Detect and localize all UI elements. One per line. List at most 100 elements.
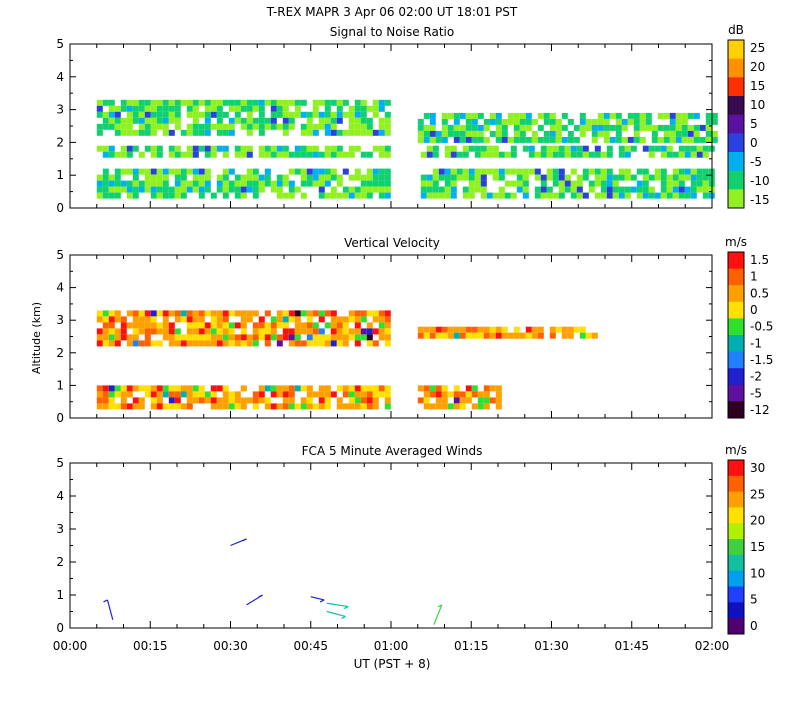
heatmap-cell: [108, 105, 115, 112]
colorbar-label: -1: [750, 336, 762, 350]
heatmap-cell: [240, 328, 247, 335]
heatmap-cell: [270, 385, 277, 392]
y-tick-label: 0: [56, 411, 64, 425]
heatmap-cell: [384, 123, 391, 130]
heatmap-cell: [162, 322, 169, 329]
heatmap-cell: [282, 328, 289, 335]
heatmap-cell: [384, 340, 391, 347]
heatmap-cell: [603, 118, 610, 125]
heatmap-cell: [681, 112, 688, 119]
heatmap-cell: [426, 186, 433, 193]
heatmap-cell: [459, 124, 466, 131]
heatmap-cell: [246, 316, 253, 323]
heatmap-cell: [603, 130, 610, 137]
heatmap-cell: [489, 397, 496, 404]
heatmap-cell: [258, 123, 265, 130]
heatmap-cell: [360, 105, 367, 112]
heatmap-cell: [156, 391, 163, 398]
heatmap-cell: [456, 174, 463, 181]
heatmap-cell: [642, 180, 649, 187]
heatmap-cell: [480, 145, 487, 152]
heatmap-cell: [258, 105, 265, 112]
heatmap-cell: [186, 340, 193, 347]
heatmap-cell: [324, 385, 331, 392]
heatmap-cell: [318, 328, 325, 335]
heatmap-cell: [222, 192, 229, 199]
heatmap-cell: [120, 105, 127, 112]
heatmap-cell: [192, 168, 199, 175]
heatmap-cell: [300, 340, 307, 347]
heatmap-cell: [246, 397, 253, 404]
heatmap-cell: [246, 174, 253, 181]
heatmap-cell: [480, 192, 487, 199]
heatmap-cell: [495, 332, 502, 339]
heatmap-cell: [300, 180, 307, 187]
heatmap-cell: [186, 111, 193, 118]
heatmap-cell: [198, 310, 205, 317]
heatmap-cell: [150, 145, 157, 152]
heatmap-cell: [420, 180, 427, 187]
heatmap-cell: [645, 124, 652, 131]
heatmap-cell: [180, 174, 187, 181]
heatmap-cell: [258, 334, 265, 341]
heatmap-cell: [330, 334, 337, 341]
heatmap-cell: [306, 151, 313, 158]
y-tick-label: 4: [56, 70, 64, 84]
heatmap-cell: [486, 151, 493, 158]
heatmap-cell: [156, 385, 163, 392]
heatmap-cell: [543, 112, 550, 119]
heatmap-cell: [378, 99, 385, 106]
heatmap-cell: [216, 397, 223, 404]
heatmap-cell: [354, 145, 361, 152]
heatmap-cell: [360, 111, 367, 118]
heatmap-cell: [234, 403, 241, 410]
heatmap-cell: [528, 145, 535, 152]
heatmap-cell: [705, 118, 712, 125]
heatmap-cell: [240, 99, 247, 106]
heatmap-cell: [228, 99, 235, 106]
heatmap-cell: [702, 180, 709, 187]
heatmap-cell: [150, 99, 157, 106]
heatmap-cell: [432, 186, 439, 193]
heatmap-cell: [468, 186, 475, 193]
heatmap-cell: [489, 112, 496, 119]
heatmap-cell: [579, 118, 586, 125]
heatmap-cell: [366, 403, 373, 410]
heatmap-cell: [216, 310, 223, 317]
heatmap-cell: [252, 168, 259, 175]
heatmap-cell: [354, 186, 361, 193]
heatmap-cell: [555, 130, 562, 137]
heatmap-cell: [288, 403, 295, 410]
heatmap-cell: [126, 105, 133, 112]
heatmap-cell: [342, 322, 349, 329]
heatmap-cell: [222, 145, 229, 152]
heatmap-cell: [705, 124, 712, 131]
heatmap-cell: [114, 385, 121, 392]
heatmap-cell: [192, 174, 199, 181]
plot-frame: [69, 462, 713, 629]
heatmap-cell: [360, 397, 367, 404]
heatmap-cell: [252, 334, 259, 341]
heatmap-cell: [264, 123, 271, 130]
heatmap-cell: [150, 129, 157, 136]
heatmap-cell: [660, 174, 667, 181]
heatmap-cell: [624, 168, 631, 175]
heatmap-cell: [174, 391, 181, 398]
heatmap-cell: [300, 322, 307, 329]
heatmap-cell: [330, 174, 337, 181]
heatmap-cell: [264, 99, 271, 106]
heatmap-cell: [168, 340, 175, 347]
colorbar-label: 10: [750, 566, 765, 580]
x-tick-label: 00:00: [53, 639, 88, 653]
heatmap-cell: [174, 151, 181, 158]
heatmap-cell: [192, 117, 199, 124]
heatmap-cell: [156, 192, 163, 199]
heatmap-cell: [681, 124, 688, 131]
colorbar-swatch: [728, 40, 744, 60]
heatmap-cell: [96, 111, 103, 118]
heatmap-cell: [306, 310, 313, 317]
heatmap-cell: [330, 328, 337, 335]
heatmap-cell: [525, 124, 532, 131]
heatmap-cell: [546, 145, 553, 152]
heatmap-cell: [168, 129, 175, 136]
